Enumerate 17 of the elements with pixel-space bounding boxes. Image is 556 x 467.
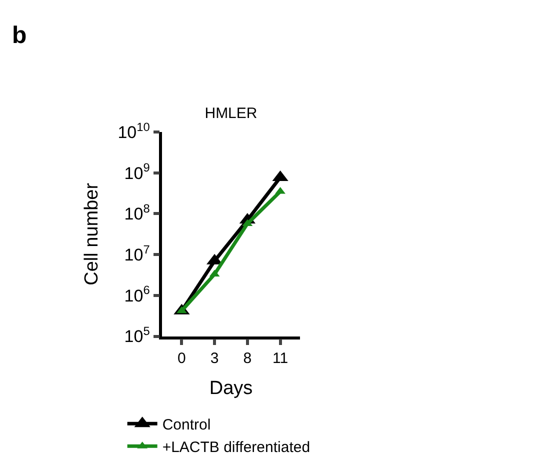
y-tick-label: 10$^{9}$ [124,160,150,183]
y-tick-label: 10$^{6}$ [124,283,150,306]
x-tick-label: 0 [178,350,186,368]
point [275,186,286,194]
x-tick-label: 8 [243,350,252,368]
y-axis-title: Cell number [82,182,103,286]
chart-title: HMLER [204,105,258,122]
y-tick-label: 10$^{7}$ [124,242,150,265]
x-tick-label: 3 [210,350,219,368]
legend-label: Control [162,416,211,434]
y-tick-label: 10$^{8}$ [124,202,150,224]
legend-label: +LACTB differentiated [162,438,310,456]
y-tick-label: 10$^{5}$ [124,324,150,346]
y-tick-label: 10$^{10}$ [118,120,150,142]
text: b [12,22,27,49]
x-tick-label: 11 [272,350,288,368]
x-axis-title: Days [209,378,253,399]
